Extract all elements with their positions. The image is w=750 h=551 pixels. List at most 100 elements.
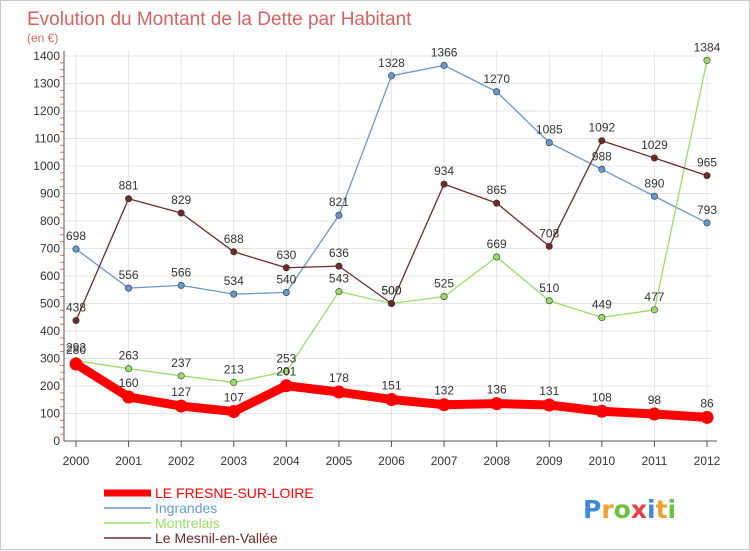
y-tick-label: 600 xyxy=(40,269,60,283)
data-label: 86 xyxy=(700,396,714,410)
data-label: 477 xyxy=(644,290,664,304)
data-point xyxy=(440,293,448,301)
x-tick-label: 2002 xyxy=(168,454,195,468)
y-tick-label: 1200 xyxy=(33,104,60,118)
logo-letter: t xyxy=(656,495,668,524)
y-tick-label: 200 xyxy=(40,379,60,393)
data-label: 698 xyxy=(66,229,86,243)
data-point xyxy=(650,306,658,314)
chart-title: Evolution du Montant de la Dette par Hab… xyxy=(27,9,412,30)
data-point xyxy=(72,245,80,253)
proxiti-logo-text: Proxiti xyxy=(583,495,676,524)
data-label: 525 xyxy=(434,277,454,291)
data-label: 201 xyxy=(276,365,296,379)
data-label: 160 xyxy=(119,376,139,390)
data-point xyxy=(335,211,343,219)
y-tick-label: 100 xyxy=(40,407,60,421)
data-point xyxy=(177,372,185,380)
data-point xyxy=(545,297,553,305)
data-label: 934 xyxy=(434,164,454,178)
data-point xyxy=(174,399,188,413)
data-label: 988 xyxy=(592,149,612,163)
data-label: 881 xyxy=(119,179,139,193)
data-point xyxy=(440,180,448,188)
x-tick-label: 2000 xyxy=(63,454,90,468)
data-point xyxy=(703,172,711,180)
data-point xyxy=(493,88,501,96)
data-label: 793 xyxy=(697,203,717,217)
legend-label: Ingrandes xyxy=(155,500,217,516)
data-point xyxy=(230,248,238,256)
data-point xyxy=(122,390,136,404)
data-point xyxy=(700,410,714,424)
y-tick-label: 1400 xyxy=(33,49,60,63)
data-point xyxy=(125,365,133,373)
logo-letter: o xyxy=(614,495,631,524)
data-point xyxy=(177,209,185,217)
data-point xyxy=(545,242,553,250)
y-tick-label: 1000 xyxy=(33,159,60,173)
data-point xyxy=(493,253,501,261)
logo-letter: P xyxy=(583,495,601,524)
data-point xyxy=(282,288,290,296)
y-tick-label: 1300 xyxy=(33,77,60,91)
data-label: 131 xyxy=(539,384,559,398)
data-point xyxy=(332,385,346,399)
x-tick-label: 2007 xyxy=(431,454,458,468)
data-point xyxy=(125,195,133,203)
x-tick-label: 2008 xyxy=(483,454,510,468)
x-tick-label: 2011 xyxy=(642,454,668,468)
data-point xyxy=(437,398,451,412)
data-label: 263 xyxy=(119,349,139,363)
data-point xyxy=(598,165,606,173)
data-label: 151 xyxy=(381,378,401,392)
data-label: 500 xyxy=(381,284,401,298)
data-point xyxy=(650,154,658,162)
y-tick-label: 800 xyxy=(40,214,60,228)
data-label: 534 xyxy=(224,274,244,288)
data-label: 688 xyxy=(224,232,244,246)
data-point xyxy=(282,264,290,272)
data-point xyxy=(227,405,241,419)
data-point xyxy=(440,61,448,69)
data-label: 630 xyxy=(276,248,296,262)
data-point xyxy=(598,314,606,322)
proxiti-logo: Proxiti xyxy=(583,495,676,524)
data-label: 540 xyxy=(276,273,296,287)
legend-label: Montrelais xyxy=(155,515,220,531)
data-label: 669 xyxy=(487,237,507,251)
data-label: 890 xyxy=(644,176,664,190)
x-tick-label: 2005 xyxy=(326,454,353,468)
data-point xyxy=(647,407,661,421)
data-point xyxy=(230,378,238,386)
y-tick-label: 400 xyxy=(40,324,60,338)
logo-letter: r xyxy=(601,495,614,524)
x-tick-label: 2009 xyxy=(536,454,563,468)
data-point xyxy=(598,137,606,145)
chart-subtitle: (en €) xyxy=(27,31,58,45)
data-label: 213 xyxy=(224,362,244,376)
data-label: 253 xyxy=(276,351,296,365)
data-point xyxy=(545,139,553,147)
data-label: 708 xyxy=(539,226,559,240)
data-point xyxy=(72,317,80,325)
data-label: 132 xyxy=(434,384,454,398)
data-label: 965 xyxy=(697,156,717,170)
data-point xyxy=(335,288,343,296)
logo-letter: i xyxy=(647,495,656,524)
data-label: 107 xyxy=(224,391,244,405)
legend-label: Le Mesnil-en-Vallée xyxy=(155,530,278,546)
data-label: 1366 xyxy=(431,45,458,59)
data-point xyxy=(542,398,556,412)
series xyxy=(69,56,714,424)
y-tick-label: 1100 xyxy=(34,132,60,146)
data-label: 636 xyxy=(329,246,349,260)
y-tick-label: 500 xyxy=(40,297,60,311)
data-label: 438 xyxy=(66,301,86,315)
data-label: 821 xyxy=(329,195,349,209)
y-tick-label: 0 xyxy=(53,434,60,448)
x-tick-label: 2006 xyxy=(378,454,405,468)
data-point xyxy=(177,281,185,289)
data-label: 1029 xyxy=(641,138,668,152)
